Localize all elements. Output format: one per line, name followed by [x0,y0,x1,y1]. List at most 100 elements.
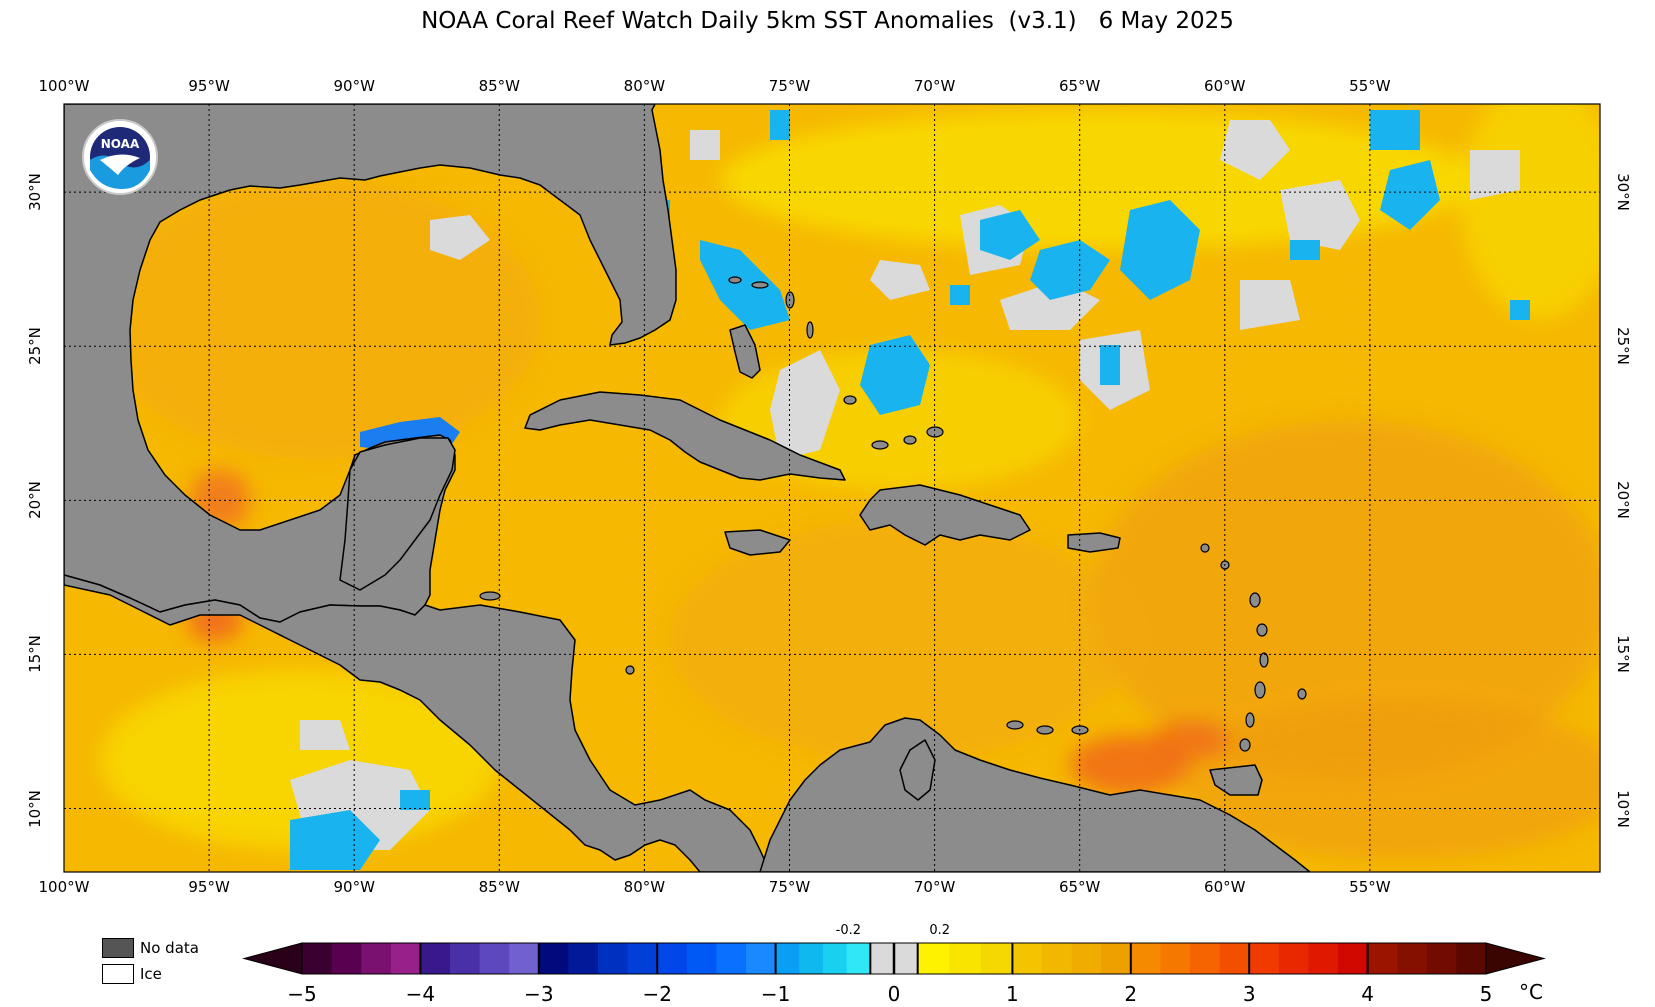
island [1200,543,1210,553]
colorbar-segment [1278,943,1309,974]
cool-patch [290,810,380,870]
warm-patch [1150,720,1230,760]
lon-label: 90°W [333,77,375,95]
cool-patch [700,240,790,330]
colorbar-segment [1101,943,1132,974]
colorbar-segment [509,943,540,974]
colorbar-tick-label: −2 [642,982,672,1006]
lon-label: 65°W [1058,878,1101,896]
cool-patch [400,790,430,810]
colorbar-segment [1249,943,1280,974]
neutral-patch [1280,180,1360,250]
land-puerto-rico [1067,532,1121,553]
ice-label: Ice [140,965,162,983]
colorbar-segment [1160,943,1191,974]
lon-label: 60°W [1204,77,1246,95]
island [926,426,944,438]
cool-patch [980,210,1040,260]
colorbar-tick-label: 1 [1006,982,1019,1006]
colorbar [242,942,1546,975]
colorbar-min-arrow [242,942,303,975]
colorbar-segment [1397,943,1428,974]
map-title: NOAA Coral Reef Watch Daily 5km SST Anom… [421,8,1234,34]
cool-patch [1510,300,1530,320]
colorbar-tick-label: 5 [1479,982,1493,1006]
neutral-patch [1470,150,1520,200]
colorbar-segment [1308,943,1339,974]
land-andros [729,324,761,379]
no-data-label: No data [140,939,199,957]
cool-patch [1100,345,1120,385]
colorbar-segment [716,943,747,974]
legend-no-data: No data [102,935,199,961]
colorbar-tick-label: 3 [1242,982,1256,1006]
land-central-america [64,574,771,872]
island [728,276,742,284]
lon-label: 65°W [1058,77,1101,95]
lon-label: 55°W [1349,77,1391,95]
colorbar-segment [1367,943,1398,974]
colorbar-segment [1456,943,1487,974]
lon-label: 75°W [768,77,811,95]
land-jamaica [724,529,791,556]
colorbar-segment [1071,943,1102,974]
colorbar-segment [799,943,824,974]
cool-patch [1370,110,1420,150]
land-south-america [759,717,1311,872]
cool-patch [1290,240,1320,260]
lon-label: 90°W [333,878,375,896]
map-legend: No data Ice [102,935,199,987]
colorbar-segment [568,943,599,974]
lon-label: 70°W [913,878,956,896]
colorbar-segment [1130,943,1161,974]
colorbar-segment [980,943,1013,974]
island [1254,681,1266,699]
colorbar-segment [302,943,333,974]
lon-label: 95°W [188,77,230,95]
neutral-patch [770,350,840,460]
island [1239,738,1251,752]
neutral-patch [1220,120,1290,180]
neutral-patch [870,260,930,300]
colorbar-segment [331,943,362,974]
map-frame [63,103,1601,873]
island [1036,725,1054,735]
warm-patch [670,520,1130,760]
colorbar-tick-label: 2 [1124,982,1138,1006]
colorbar-segment [917,943,950,974]
cool-patch [1380,160,1440,230]
warm-patch [1180,700,1600,860]
lat-label-left: 25°N [25,327,44,366]
colorbar-unit: °C [1519,980,1543,1004]
colorbar-segment [686,943,717,974]
lon-label: 100°W [38,878,90,896]
colorbar-segment [775,943,800,974]
island [843,395,857,405]
colorbar-max-arrow [1485,942,1546,975]
lon-label: 85°W [478,878,520,896]
colorbar-segment [1426,943,1457,974]
colorbar-segment [450,943,481,974]
colorbar-segment [627,943,658,974]
colorbar-tick-label: 4 [1361,982,1374,1006]
cool-patch [1030,240,1110,300]
island [871,440,889,450]
lat-label-left: 20°N [25,481,44,520]
colorbar-segment [949,943,982,974]
lon-label: 55°W [1349,878,1391,896]
colorbar-segment [479,943,510,974]
neutral-patch [430,215,490,260]
colorbar-segment [657,943,688,974]
island [1249,592,1261,608]
colorbar-tick-label: 0 [887,982,901,1006]
island [806,321,814,339]
land-yucatan [339,437,456,591]
colorbar-segment [361,943,392,974]
colorbar-segment [846,943,871,974]
lon-label: 75°W [768,878,811,896]
lat-label-right: 15°N [1613,635,1632,674]
yellow-patch [720,110,1480,250]
lon-label: 100°W [38,77,90,95]
colorbar-segment [598,943,629,974]
